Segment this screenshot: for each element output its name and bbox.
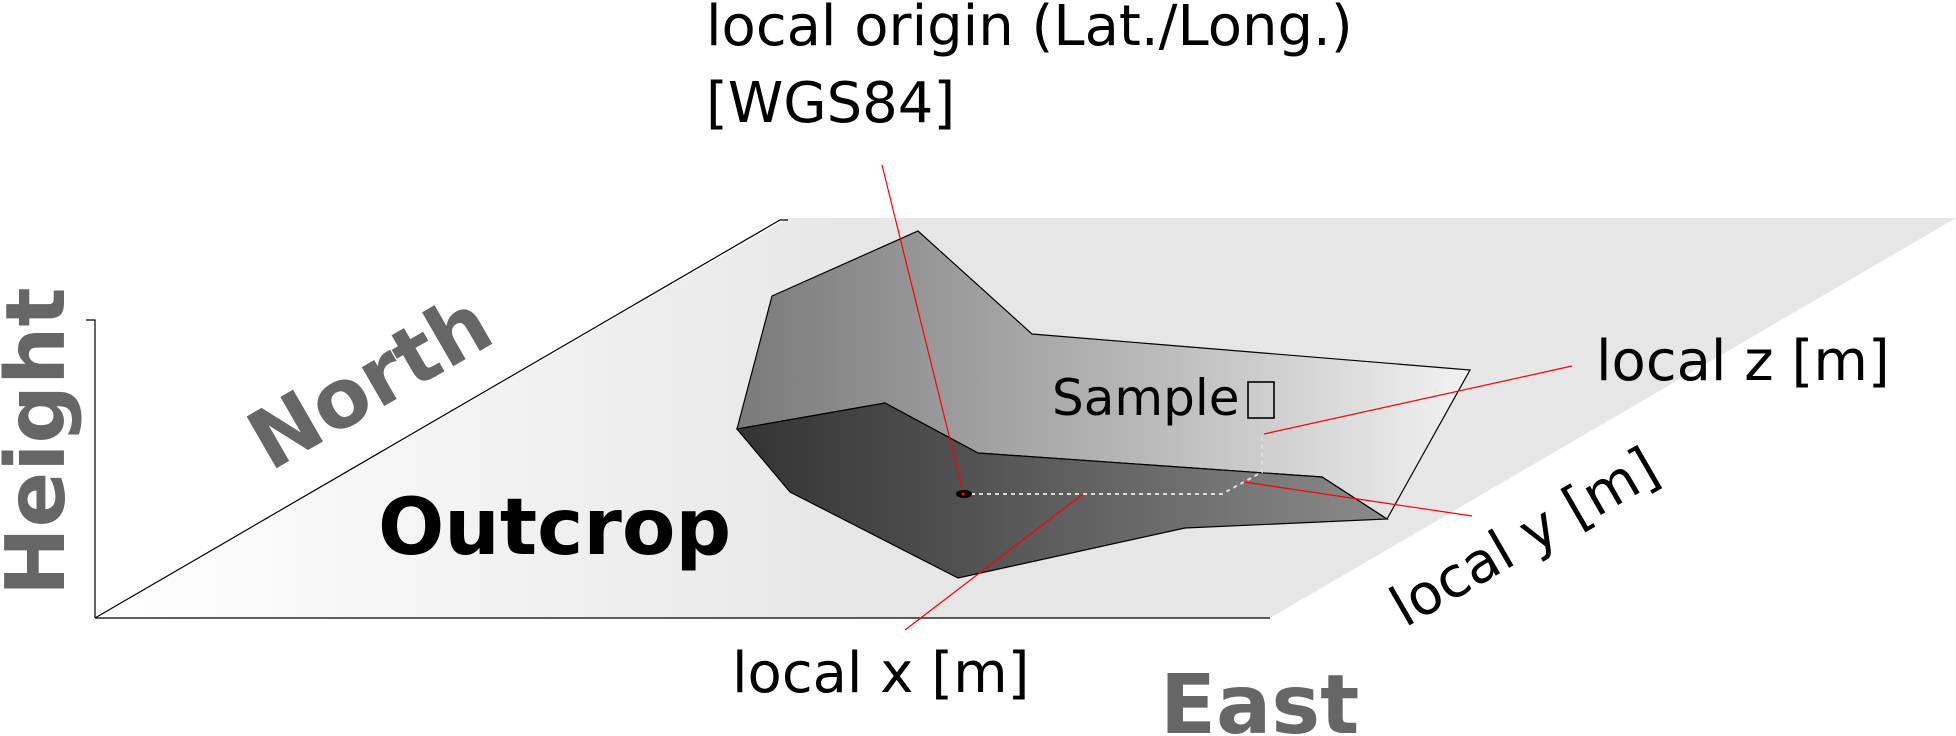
height-axis-label: Height — [0, 287, 84, 596]
sample-label: Sample — [1052, 369, 1239, 427]
east-axis-label: East — [1160, 658, 1359, 736]
north-axis-line — [94, 219, 788, 619]
sample-marker-box — [1247, 381, 1275, 419]
origin-label-line2: [WGS84] — [706, 71, 955, 136]
height-axis-line — [86, 319, 96, 618]
local-y-leader-line — [1243, 481, 1473, 517]
local-x-leader-line — [904, 493, 1084, 631]
outcrop-side-face — [735, 402, 1389, 579]
outcrop-label: Outcrop — [378, 483, 731, 573]
local-axes-dotted — [963, 434, 1263, 495]
local-x-label: local x [m] — [732, 641, 1029, 706]
origin-leader-line — [881, 164, 964, 493]
local-z-label: local z [m] — [1596, 329, 1890, 394]
local-z-leader-line — [1263, 365, 1573, 435]
origin-label-line1: local origin (Lat./Long.) — [706, 0, 1353, 59]
